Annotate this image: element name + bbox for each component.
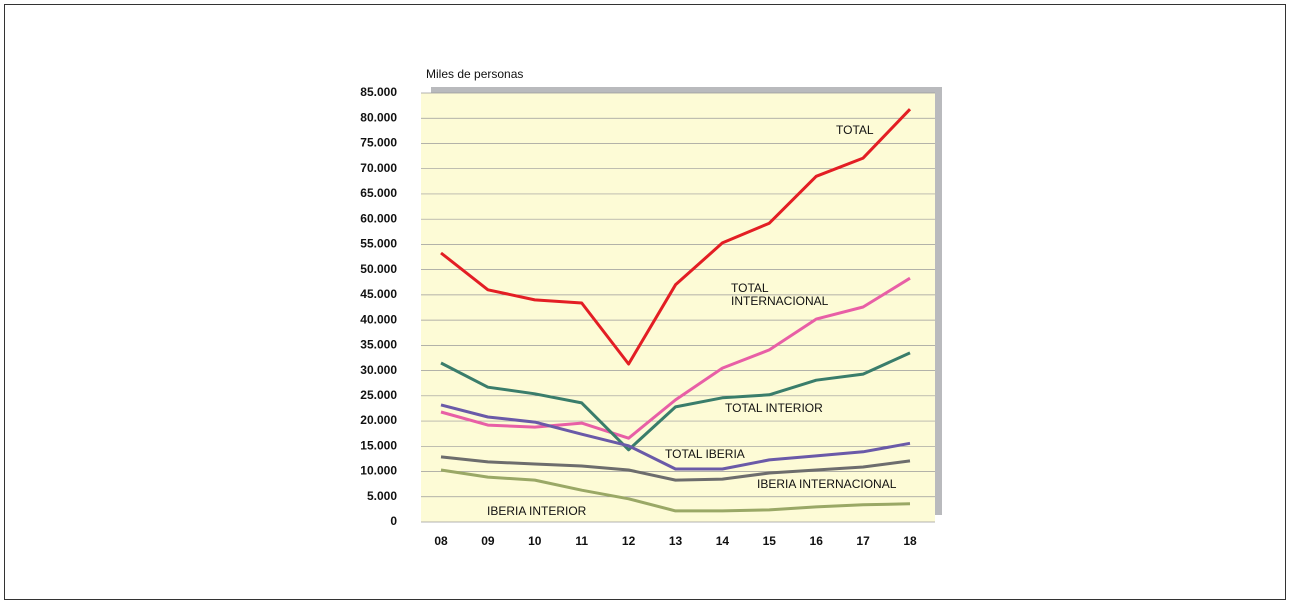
y-tick-label: 40.000 [360,312,397,326]
x-tick-label: 18 [903,534,917,548]
y-tick-label: 60.000 [360,211,397,225]
x-tick-label: 17 [856,534,870,548]
y-tick-label: 65.000 [360,186,397,200]
series-line [440,351,911,452]
series-label: TOTAL [836,123,874,137]
y-tick-label: 45.000 [360,287,397,301]
series-label: TOTAL INTERIOR [725,401,823,415]
y-tick-label: 35.000 [360,338,397,352]
y-tick-label: 10.000 [360,464,397,478]
y-tick-label: 0 [390,514,397,528]
frame [4,4,1286,600]
x-tick-label: 14 [716,534,730,548]
y-tick-label: 50.000 [360,262,397,276]
x-tick-label: 12 [622,534,636,548]
x-tick-label: 13 [669,534,683,548]
x-tick-label: 15 [763,534,777,548]
x-tick-label: 09 [481,534,495,548]
series-line [440,455,911,482]
series-line [440,108,912,366]
y-axis-title: Miles de personas [426,67,523,81]
y-tick-label: 30.000 [360,363,397,377]
y-tick-label: 80.000 [360,110,397,124]
y-tick-label: 20.000 [360,413,397,427]
x-tick-label: 10 [528,534,542,548]
y-tick-label: 70.000 [360,161,397,175]
series-label: IBERIA INTERNACIONAL [757,477,897,491]
series-label: TOTAL IBERIA [665,447,745,461]
x-tick-label: 16 [810,534,824,548]
y-tick-label: 5.000 [367,489,397,503]
y-tick-label: 75.000 [360,136,397,150]
x-tick-label: 11 [575,534,588,548]
y-tick-label: 85.000 [360,85,397,99]
y-tick-label: 55.000 [360,237,397,251]
series-line [440,276,911,440]
series-label: TOTAL INTERNACIONAL [731,281,829,308]
series-label: IBERIA INTERIOR [487,504,587,518]
y-tick-label: 15.000 [360,438,397,452]
y-tick-label: 25.000 [360,388,397,402]
series-line [440,468,911,513]
series-line [440,403,911,471]
x-tick-label: 08 [434,534,448,548]
